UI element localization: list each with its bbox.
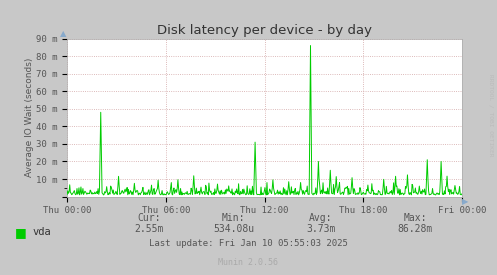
Text: 86.28m: 86.28m (398, 224, 432, 234)
Text: 534.08u: 534.08u (213, 224, 254, 234)
Text: Max:: Max: (403, 213, 427, 223)
Text: 3.73m: 3.73m (306, 224, 335, 234)
Text: Min:: Min: (222, 213, 246, 223)
Title: Disk latency per device - by day: Disk latency per device - by day (157, 24, 372, 37)
Text: Cur:: Cur: (137, 213, 161, 223)
Text: ■: ■ (15, 226, 27, 239)
Text: ▶: ▶ (462, 197, 469, 207)
Text: vda: vda (32, 227, 51, 237)
Text: ▲: ▲ (60, 29, 66, 39)
Text: Avg:: Avg: (309, 213, 332, 223)
Y-axis label: Average IO Wait (seconds): Average IO Wait (seconds) (25, 58, 34, 177)
Text: RRDTOOL / TOBI OETIKER: RRDTOOL / TOBI OETIKER (489, 74, 494, 157)
Text: 2.55m: 2.55m (134, 224, 164, 234)
Text: Munin 2.0.56: Munin 2.0.56 (219, 258, 278, 267)
Text: Last update: Fri Jan 10 05:55:03 2025: Last update: Fri Jan 10 05:55:03 2025 (149, 239, 348, 248)
